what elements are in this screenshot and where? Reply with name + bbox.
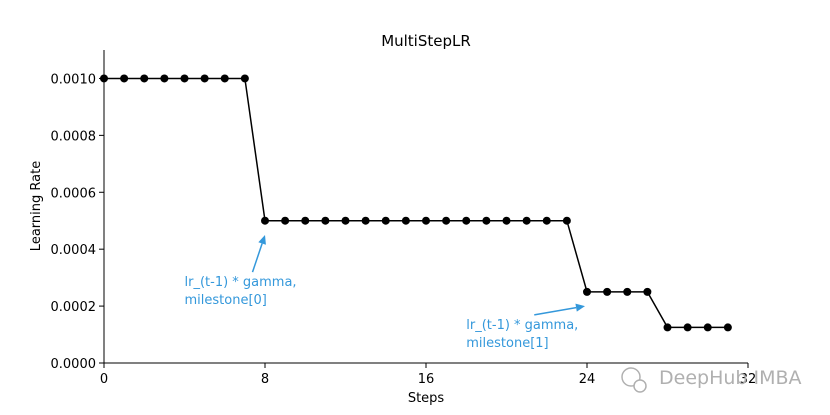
data-point (462, 216, 471, 225)
data-point (663, 323, 672, 332)
data-point (140, 74, 149, 83)
annotation: lr_(t-1) * gamma, milestone[0] (185, 234, 297, 308)
data-point (361, 216, 370, 225)
x-tick-label: 24 (579, 372, 596, 387)
data-point (422, 216, 430, 225)
y-axis-label: Learning Rate (29, 161, 44, 251)
watermark-logo-dot-icon (633, 379, 647, 393)
data-point (542, 216, 551, 225)
data-point (281, 216, 290, 225)
data-point (683, 323, 692, 332)
y-tick-label: 0.0000 (51, 357, 97, 372)
annotation-text: milestone[1] (466, 336, 548, 351)
y-tick-label: 0.0010 (51, 72, 97, 87)
data-point (723, 323, 732, 332)
watermark-text: DeepHub IMBA (659, 367, 802, 389)
series-layer (100, 74, 732, 332)
annotation-arrow-line (534, 306, 577, 316)
data-point (401, 216, 410, 225)
chart-title: MultiStepLR (381, 32, 471, 50)
data-point (120, 74, 129, 83)
data-point (623, 287, 632, 296)
x-tick-label: 16 (418, 372, 435, 387)
data-point (522, 216, 531, 225)
data-point (301, 216, 310, 225)
annotation-text: lr_(t-1) * gamma, (185, 275, 297, 290)
annotation-arrow-head (258, 234, 266, 245)
watermark: DeepHub IMBA (621, 367, 802, 393)
data-point (341, 216, 350, 225)
y-tick-label: 0.0008 (51, 129, 97, 144)
annotation-text: lr_(t-1) * gamma, (466, 318, 578, 333)
y-tick-label: 0.0004 (51, 243, 97, 258)
data-point (381, 216, 390, 225)
annotation-text: milestone[0] (185, 293, 267, 308)
data-point (502, 216, 511, 225)
tick-marks: 0 8 16 24 32 0.0000 0.0002 0.0004 0.0006 0.0008 0.… (51, 72, 757, 387)
data-point (180, 74, 189, 83)
data-point (200, 74, 209, 83)
y-tick-label: 0.0006 (51, 186, 97, 201)
data-point (643, 287, 652, 296)
annotation-arrow-line (251, 243, 263, 273)
data-point (100, 74, 108, 83)
data-point (703, 323, 712, 332)
x-tick-label: 32 (740, 372, 757, 387)
data-point (603, 287, 612, 296)
y-tick-label: 0.0002 (51, 300, 97, 315)
data-point (240, 74, 249, 83)
x-tick-label: 0 (100, 372, 108, 387)
data-point (442, 216, 451, 225)
axes (103, 50, 748, 364)
annotations-layer: lr_(t-1) * gamma,milestone[0]lr_(t-1) * … (185, 234, 585, 351)
annotation-arrow-head (575, 303, 585, 312)
data-point (261, 216, 269, 225)
x-tick-label: 8 (261, 372, 269, 387)
annotation: lr_(t-1) * gamma, milestone[1] (466, 303, 585, 351)
watermark-logo-icon (621, 367, 641, 387)
data-point (562, 216, 571, 225)
data-point (482, 216, 491, 225)
data-point (220, 74, 229, 83)
data-point (321, 216, 330, 225)
x-axis-label: Steps (408, 391, 445, 406)
data-point (160, 74, 169, 83)
data-point (583, 287, 591, 296)
